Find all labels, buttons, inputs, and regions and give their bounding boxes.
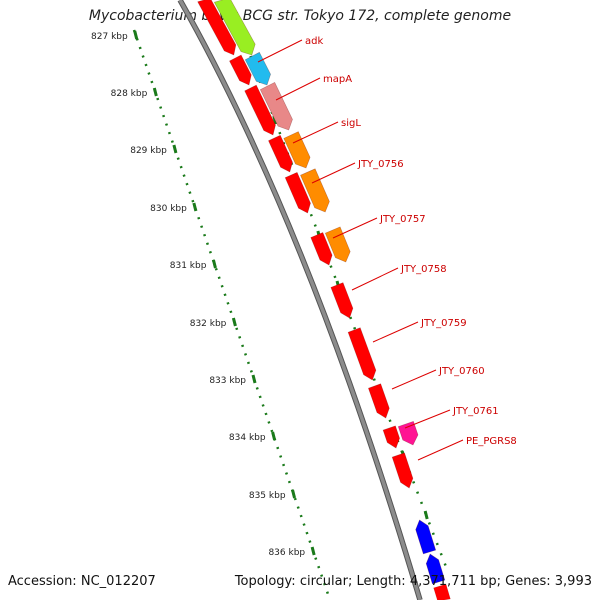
feature-track-tick	[423, 510, 429, 520]
ruler-tick	[291, 489, 297, 499]
cds-arrow	[229, 54, 252, 86]
ruler-tick	[251, 374, 257, 384]
topology-value: circular	[299, 574, 348, 589]
gene-label-leader	[257, 39, 303, 63]
cds-arrow	[284, 172, 311, 214]
backbone-shadow	[177, 0, 423, 600]
genes-value: 3,993	[554, 574, 592, 589]
ruler-tick	[310, 546, 316, 556]
genome-backbone	[177, 0, 423, 600]
cds-arrow	[391, 452, 414, 489]
ruler-tick	[152, 87, 158, 97]
cds-track	[197, 0, 451, 600]
genome-summary: Topology: circular; Length: 4,371,711 bp…	[235, 574, 592, 589]
gene-label-leader	[332, 217, 378, 239]
feature-block	[259, 81, 293, 131]
cds-arrow-reverse	[425, 553, 446, 585]
cds-arrow-reverse	[415, 519, 437, 555]
gene-label: mapA	[323, 74, 352, 85]
gene-label: sigL	[341, 118, 361, 129]
length-label: Length:	[356, 574, 406, 589]
kbp-tick-label: 835 kbp	[249, 491, 286, 501]
cds-arrow	[197, 0, 237, 56]
cds-arrow	[268, 134, 293, 173]
gene-label: JTY_0758	[400, 264, 447, 275]
accession-label: Accession:	[8, 574, 77, 589]
kbp-tick-label: 832 kbp	[190, 319, 227, 329]
gene-label: adk	[305, 36, 323, 47]
gene-label-leader	[311, 162, 356, 184]
ruler-tick	[212, 259, 217, 269]
cds-arrow	[382, 425, 400, 449]
backbone-line	[178, 0, 422, 600]
ruler-tick	[271, 431, 277, 441]
cds-arrow	[244, 84, 276, 136]
cds-arrow	[330, 282, 354, 319]
kbp-tick-labels: 827 kbp 828 kbp 829 kbp 830 kbp 831 kbp 832 k…	[91, 32, 305, 558]
kbp-tick-label: 833 kbp	[209, 376, 246, 386]
ruler-tick	[231, 317, 237, 327]
feature-block	[283, 131, 311, 169]
accession-info: Accession: NC_012207	[8, 574, 156, 589]
feature-track	[213, 0, 419, 446]
kbp-tick-label: 830 kbp	[150, 204, 187, 214]
kbp-tick-label: 827 kbp	[91, 32, 128, 42]
gene-label-leader	[351, 267, 399, 291]
genes-label: Genes:	[505, 574, 551, 589]
feature-block	[300, 168, 330, 213]
feature-block	[397, 421, 419, 446]
gene-label: PE_PGRS8	[466, 436, 517, 447]
ruler-tick	[172, 144, 178, 154]
cds-segment	[433, 583, 451, 600]
topology-label: Topology:	[234, 574, 296, 589]
gene-label-leader	[417, 439, 464, 461]
accession-value: NC_012207	[80, 574, 156, 589]
summary-separator: ;	[496, 574, 506, 589]
gene-label-leader	[372, 321, 419, 343]
gene-label-leader	[391, 369, 437, 390]
gene-label: JTY_0756	[357, 159, 404, 170]
gene-label: JTY_0757	[379, 214, 426, 225]
kbp-tick-label: 829 kbp	[130, 146, 167, 156]
summary-separator: ;	[347, 574, 357, 589]
gene-label-leader	[275, 77, 321, 101]
gene-label-leader	[292, 121, 339, 144]
gene-labels: adk mapA sigL JTY_0756 JTY_0757 JTY_0758 JTY_0…	[305, 36, 517, 447]
cds-arrow	[310, 232, 333, 266]
cds-arrow	[368, 383, 390, 419]
ruler-dots	[132, 29, 332, 600]
kbp-tick-label: 831 kbp	[170, 261, 207, 271]
ruler-tick	[192, 202, 198, 212]
gene-label: JTY_0759	[420, 318, 467, 329]
feature-block	[213, 0, 256, 56]
kbp-tick-label: 836 kbp	[268, 548, 305, 558]
label-leaders	[257, 39, 464, 461]
gene-label-leader	[404, 409, 451, 429]
genome-title: Mycobacterium bovis BCG str. Tokyo 172, …	[88, 8, 512, 24]
kbp-tick-label: 834 kbp	[229, 433, 266, 443]
cds-arrow	[347, 327, 377, 381]
feature-block	[324, 226, 351, 263]
ruler-tick	[133, 30, 139, 40]
kbp-tick-label: 828 kbp	[111, 89, 148, 99]
feature-block	[244, 51, 271, 86]
length-value: 4,371,711 bp	[409, 574, 497, 589]
ruler-dotted-line	[132, 29, 332, 600]
gene-label: JTY_0760	[438, 366, 485, 377]
gene-label: JTY_0761	[452, 406, 499, 417]
